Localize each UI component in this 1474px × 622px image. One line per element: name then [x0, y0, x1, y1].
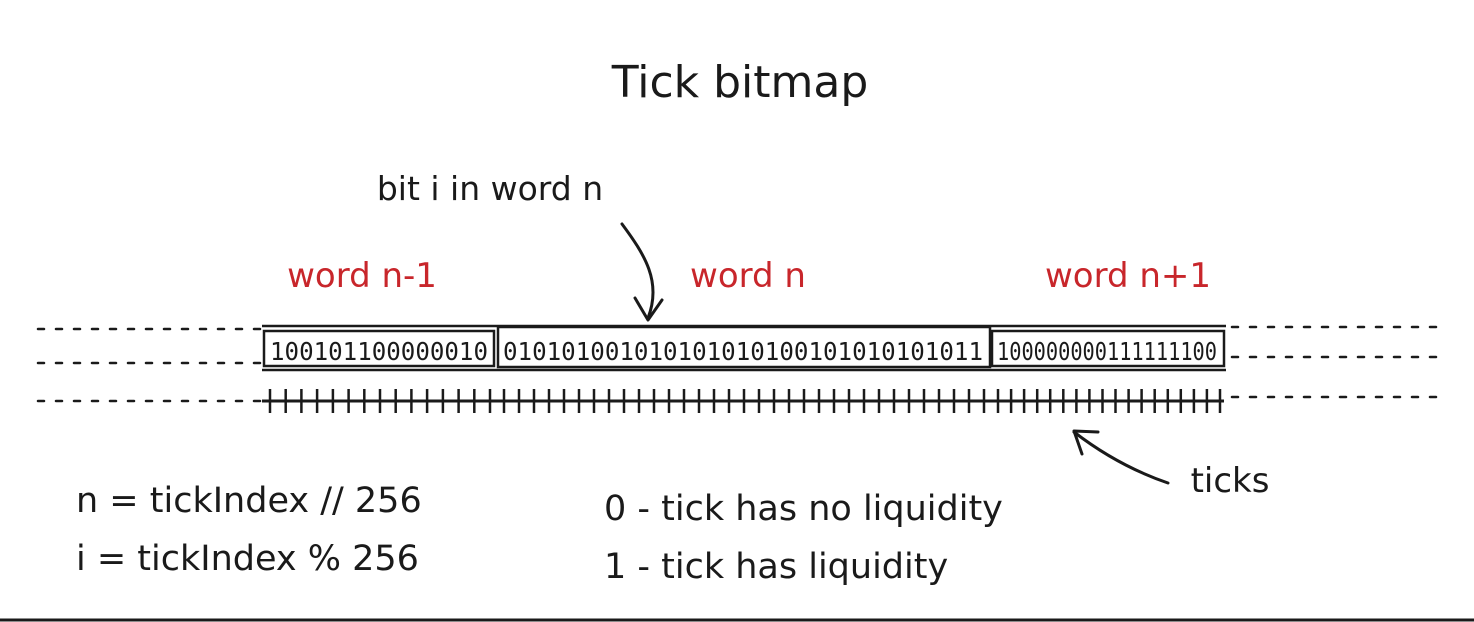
tick-marks	[268, 389, 1222, 413]
formula-bit-index: i = tickIndex % 256	[76, 539, 419, 579]
pointer-label: bit i in word n	[377, 169, 603, 208]
word-box-prev	[262, 329, 496, 368]
bitmap-row	[262, 324, 1226, 372]
dashed-guides	[36, 325, 1448, 403]
word-bits-current: 010101001010101010100101010101011	[503, 337, 983, 366]
legend-zero: 0 - tick has no liquidity	[604, 489, 1003, 529]
word-box-current	[496, 325, 992, 369]
word-label-next: word n+1	[1045, 256, 1211, 296]
pointer-arrow	[620, 222, 655, 320]
formula-word-index: n = tickIndex // 256	[76, 481, 422, 521]
legend-one: 1 - tick has liquidity	[604, 547, 948, 587]
ticks-arrow	[1072, 430, 1170, 485]
word-bits-prev: 100101100000010	[270, 337, 488, 366]
word-bits-next: 100000000111111100	[997, 337, 1217, 366]
word-label-current: word n	[690, 256, 806, 296]
word-label-prev: word n-1	[287, 256, 437, 296]
diagram-title: Tick bitmap	[611, 57, 869, 108]
pointer-arrow-head	[633, 296, 664, 322]
word-box-next	[990, 329, 1226, 368]
ticks-arrow-head	[1072, 429, 1100, 456]
ticks-label: ticks	[1191, 461, 1270, 501]
